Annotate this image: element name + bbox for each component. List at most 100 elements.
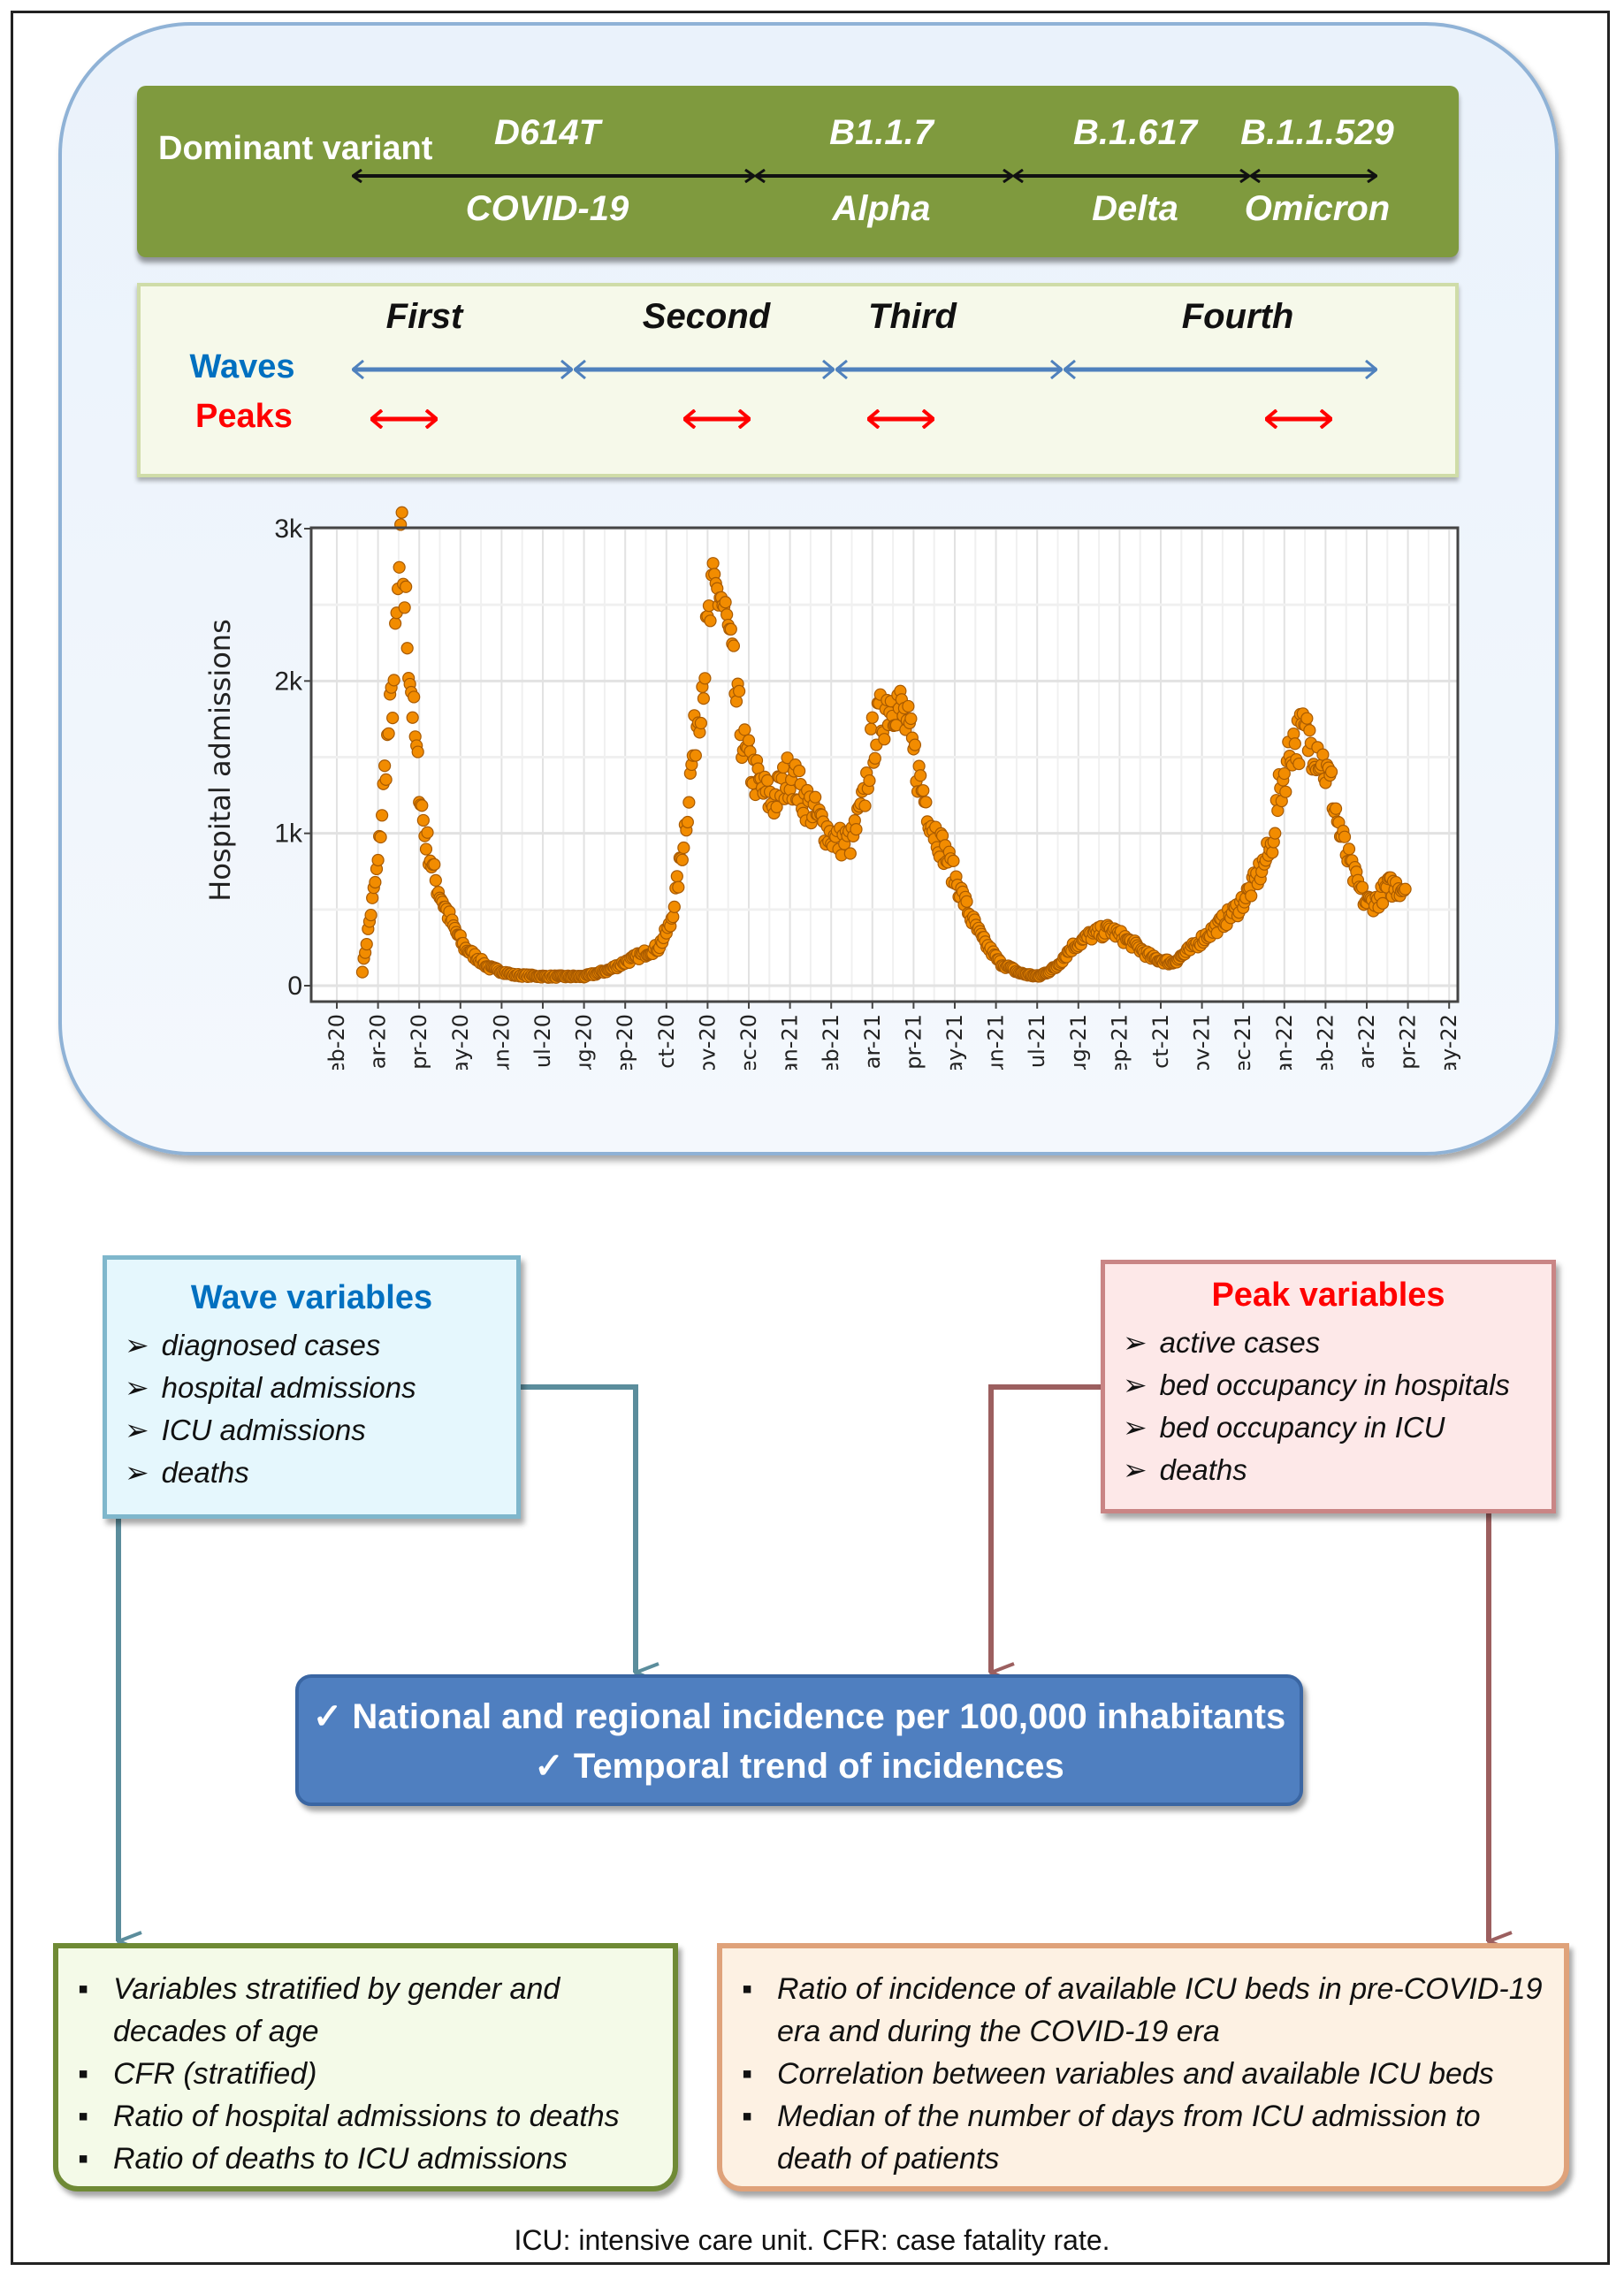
data-point (1277, 766, 1291, 781)
x-tick-label: Jun-20 (489, 1014, 514, 1070)
x-tick-label: Jul-21 (1025, 1014, 1049, 1070)
y-axis-label: Hospital admissions (203, 619, 237, 901)
data-point (416, 799, 429, 812)
list-item: bed occupancy in ICU (1123, 1406, 1552, 1449)
data-point (729, 695, 743, 708)
x-tick-label: Jun-21 (984, 1014, 1009, 1070)
data-point (706, 557, 720, 570)
figure-border (11, 11, 1610, 2265)
data-point (1288, 737, 1301, 751)
data-point (960, 895, 973, 908)
data-point (406, 711, 419, 724)
variant-lineage: B.1.617 (1072, 113, 1198, 152)
wave-name: Second (642, 297, 771, 336)
data-point (727, 639, 741, 652)
x-tick-label: Jan-22 (1272, 1014, 1297, 1070)
data-point (742, 734, 756, 747)
x-tick-label: Oct-20 (654, 1014, 679, 1070)
data-point (382, 727, 395, 740)
x-tick-label: Mar-21 (860, 1014, 885, 1070)
data-point (760, 774, 774, 788)
data-point (1399, 882, 1412, 896)
list-item: diagnosed cases (125, 1324, 516, 1367)
data-point (908, 738, 922, 751)
y-tick-label: 0 (287, 972, 302, 1001)
data-point (421, 826, 434, 839)
peak-variables-title: Peak variables (1211, 1277, 1445, 1314)
data-point (416, 813, 430, 827)
data-point (672, 880, 685, 894)
data-point (738, 723, 751, 736)
data-point (902, 699, 915, 713)
y-axis-ticks: 0 1k 2k 3k (274, 514, 311, 1001)
data-point (850, 822, 863, 836)
outcome-line: ✓ Temporal trend of incidences (534, 1747, 1064, 1786)
peaks-label: Peaks (195, 398, 293, 435)
data-point (781, 751, 794, 765)
data-point (1300, 712, 1314, 725)
list-item: Median of the number of days from ICU ad… (742, 2095, 1552, 2180)
x-tick-label: Apr-20 (407, 1014, 431, 1070)
data-point (1355, 880, 1369, 894)
data-point (1342, 842, 1356, 856)
data-point (355, 965, 370, 979)
data-point (914, 769, 927, 782)
data-point (793, 764, 806, 778)
data-point (428, 857, 441, 871)
data-point (429, 873, 442, 887)
peak-analyses-box: Ratio of incidence of available ICU beds… (717, 1943, 1569, 2191)
data-point (1279, 785, 1292, 798)
list-item: deaths (125, 1452, 516, 1494)
data-point (1303, 724, 1316, 737)
data-point (1292, 757, 1306, 771)
data-point (360, 937, 373, 951)
list-item: deaths (1123, 1449, 1552, 1491)
x-tick-label: Feb-21 (819, 1014, 843, 1070)
variant-lineage: B.1.1.529 (1240, 113, 1394, 152)
x-tick-label: Apr-22 (1396, 1014, 1421, 1070)
variant-lineage: D614T (493, 113, 601, 152)
x-tick-label: Nov-20 (695, 1014, 720, 1070)
data-point (667, 900, 681, 913)
data-point (1376, 896, 1390, 910)
data-point (374, 830, 387, 844)
data-point (1338, 830, 1352, 843)
x-tick-label: May-21 (942, 1014, 967, 1070)
data-point (379, 773, 393, 786)
data-point (393, 560, 406, 574)
list-item: ICU admissions (125, 1409, 516, 1452)
data-point (398, 601, 411, 614)
data-point (387, 674, 400, 687)
data-point (1266, 846, 1279, 859)
list-item: CFR (stratified) (78, 2053, 660, 2095)
data-point (371, 853, 385, 867)
gridlines (311, 527, 1458, 1002)
variant-lineage: B1.1.7 (829, 113, 934, 152)
data-point (865, 722, 878, 736)
wave-name: First (385, 297, 463, 336)
x-tick-label: Aug-20 (572, 1014, 597, 1070)
data-point (868, 751, 881, 765)
data-point (369, 875, 382, 889)
data-point (677, 841, 690, 855)
outcomes-box: ✓ National and regional incidence per 10… (295, 1674, 1303, 1806)
hospital-admissions-chart: 0 1k 2k 3k Feb-20 Mar-20 Apr-20 May-20 Jun-20 Ju… (203, 506, 1461, 1070)
variant-name: Alpha (832, 189, 931, 228)
list-item: Ratio of hospital admissions to deaths (78, 2095, 660, 2138)
data-point (389, 617, 402, 630)
x-tick-label: Sep-20 (613, 1014, 637, 1070)
list-item: hospital admissions (125, 1367, 516, 1409)
data-point (947, 854, 960, 867)
data-point (904, 712, 918, 726)
data-point (724, 622, 737, 636)
y-tick-label: 2k (274, 667, 303, 696)
x-tick-label: Jan-21 (778, 1014, 803, 1070)
list-item: active cases (1123, 1322, 1552, 1364)
data-point (917, 784, 930, 797)
data-point (689, 749, 702, 762)
wave-variables-title: Wave variables (190, 1279, 433, 1316)
x-tick-label: Sep-21 (1107, 1014, 1132, 1070)
data-point (858, 799, 872, 812)
variant-name: COVID-19 (465, 189, 629, 228)
x-tick-label: May-22 (1437, 1014, 1461, 1070)
